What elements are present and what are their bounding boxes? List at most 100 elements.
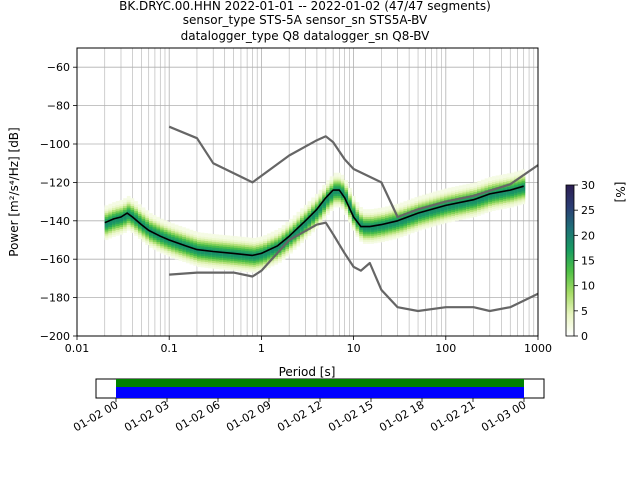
histogram-cell [451,186,456,191]
histogram-cell [104,205,109,210]
y-tick-label: −160 [40,253,70,266]
x-tick-label: 0.01 [65,342,90,355]
y-tick-label: −180 [40,292,70,305]
histogram-cell [149,213,153,218]
histogram-cell [208,233,212,238]
histogram-cell [263,235,268,240]
histogram-cell [473,182,478,187]
histogram-cell [274,229,279,234]
plot-frame [76,47,539,337]
time-tick-label: 01-03 00 [479,398,528,434]
y-tick-label: −100 [40,138,70,151]
x-axis-label: Period [s] [279,365,336,379]
noise-model-low-curve [169,221,539,313]
histogram-cell [370,209,374,214]
histogram-cell [432,191,437,196]
histogram-cell [514,171,518,176]
histogram-cell [458,185,463,190]
histogram-cell [322,184,327,189]
time-tick-label: 01-02 15 [326,398,375,434]
histogram-cell [267,233,271,238]
title-line-2: sensor_type STS-5A sensor_sn STS5A-BV [183,13,428,27]
colorbar-tick-label: 30 [581,179,595,192]
histogram-cell [215,234,220,239]
histogram-cell [337,172,341,177]
histogram-cell [462,184,467,189]
histogram-cell [344,180,349,185]
x-axis-ticks: 0.01 0.1 1 10 100 1000 [65,336,552,355]
histogram-cell [436,190,441,195]
histogram-cell [160,218,164,223]
histogram-cell [219,234,223,239]
histogram-cell [491,176,496,181]
histogram-cell [226,235,231,240]
histogram-cell [171,223,175,228]
histogram-cell [123,198,127,203]
histogram-cell [373,208,378,213]
histogram-cell [326,180,330,185]
colorbar-ticks: 0 5 10 15 20 25 30 [574,179,595,343]
time-tick-label: 01-02 21 [428,398,477,434]
colorbar-gradient [565,184,575,337]
histogram-cell [115,200,120,205]
time-tick-label: 01-02 12 [275,398,324,434]
y-axis-label: Power [m²/s⁴/Hz] [dB] [7,127,21,256]
time-tick-label: 01-02 03 [122,398,171,434]
histogram-cell [407,199,411,204]
grid-lines [76,48,538,337]
histogram-cell [377,207,382,212]
histogram-cell [447,187,452,192]
histogram-cell [185,228,190,233]
mean-psd-line [104,185,524,257]
histogram-cell [499,174,504,179]
histogram-cell [130,198,135,203]
histogram-cell [200,232,205,237]
histogram-cell [440,189,445,194]
histogram-cell [506,173,511,178]
histogram-cell [163,220,168,225]
histogram-cell [174,224,179,229]
histogram-cell [403,201,408,206]
histogram-cell [340,174,345,179]
histogram-cell [477,181,481,186]
histogram-cell [399,202,404,207]
histogram-cell [444,188,448,193]
histogram-cell [156,216,161,221]
histogram-cell [469,183,474,188]
histogram-cell [241,236,245,241]
histogram-cell [244,237,249,242]
psd-plot: 0.01 0.1 1 10 100 1000 −200 −180 −160 −140 −120 −1… [7,47,552,379]
time-coverage-axis: 01-02 00 01-02 03 01-02 06 01-02 09 01-02 12… [71,378,545,434]
histogram-cell [480,179,485,184]
colorbar: 0 5 10 15 20 25 30 [%] [565,179,627,343]
histogram-cell [193,231,197,236]
colorbar-tick-label: 15 [581,255,595,268]
colorbar-tick-label: 20 [581,229,595,242]
y-tick-label: −120 [40,176,70,189]
histogram-cell [233,236,238,241]
histogram-cell [145,210,150,215]
histogram-cell [222,235,227,240]
histogram-cell [381,207,386,212]
histogram-cell [252,237,256,242]
histogram-cell [152,215,157,220]
histogram-cell [307,201,312,206]
x-tick-label: 1000 [524,342,552,355]
histogram-cell [421,194,426,199]
histogram-cell [167,221,172,226]
histogram-cell [466,183,470,188]
histogram-cell [429,192,433,197]
time-tick-label: 01-02 09 [224,398,273,434]
time-tick-label: 01-02 00 [71,398,120,434]
histogram-cell [108,203,113,208]
colorbar-tick-label: 5 [581,305,588,318]
histogram-cell [196,232,201,237]
histogram-cell [126,195,131,200]
histogram-cell [230,235,234,240]
colorbar-tick-label: 25 [581,204,595,217]
time-tick-label: 01-02 18 [377,398,426,434]
histogram-cell [300,208,304,213]
y-tick-label: −60 [47,61,70,74]
histogram-cell [119,199,124,204]
histogram-cell [455,186,459,191]
